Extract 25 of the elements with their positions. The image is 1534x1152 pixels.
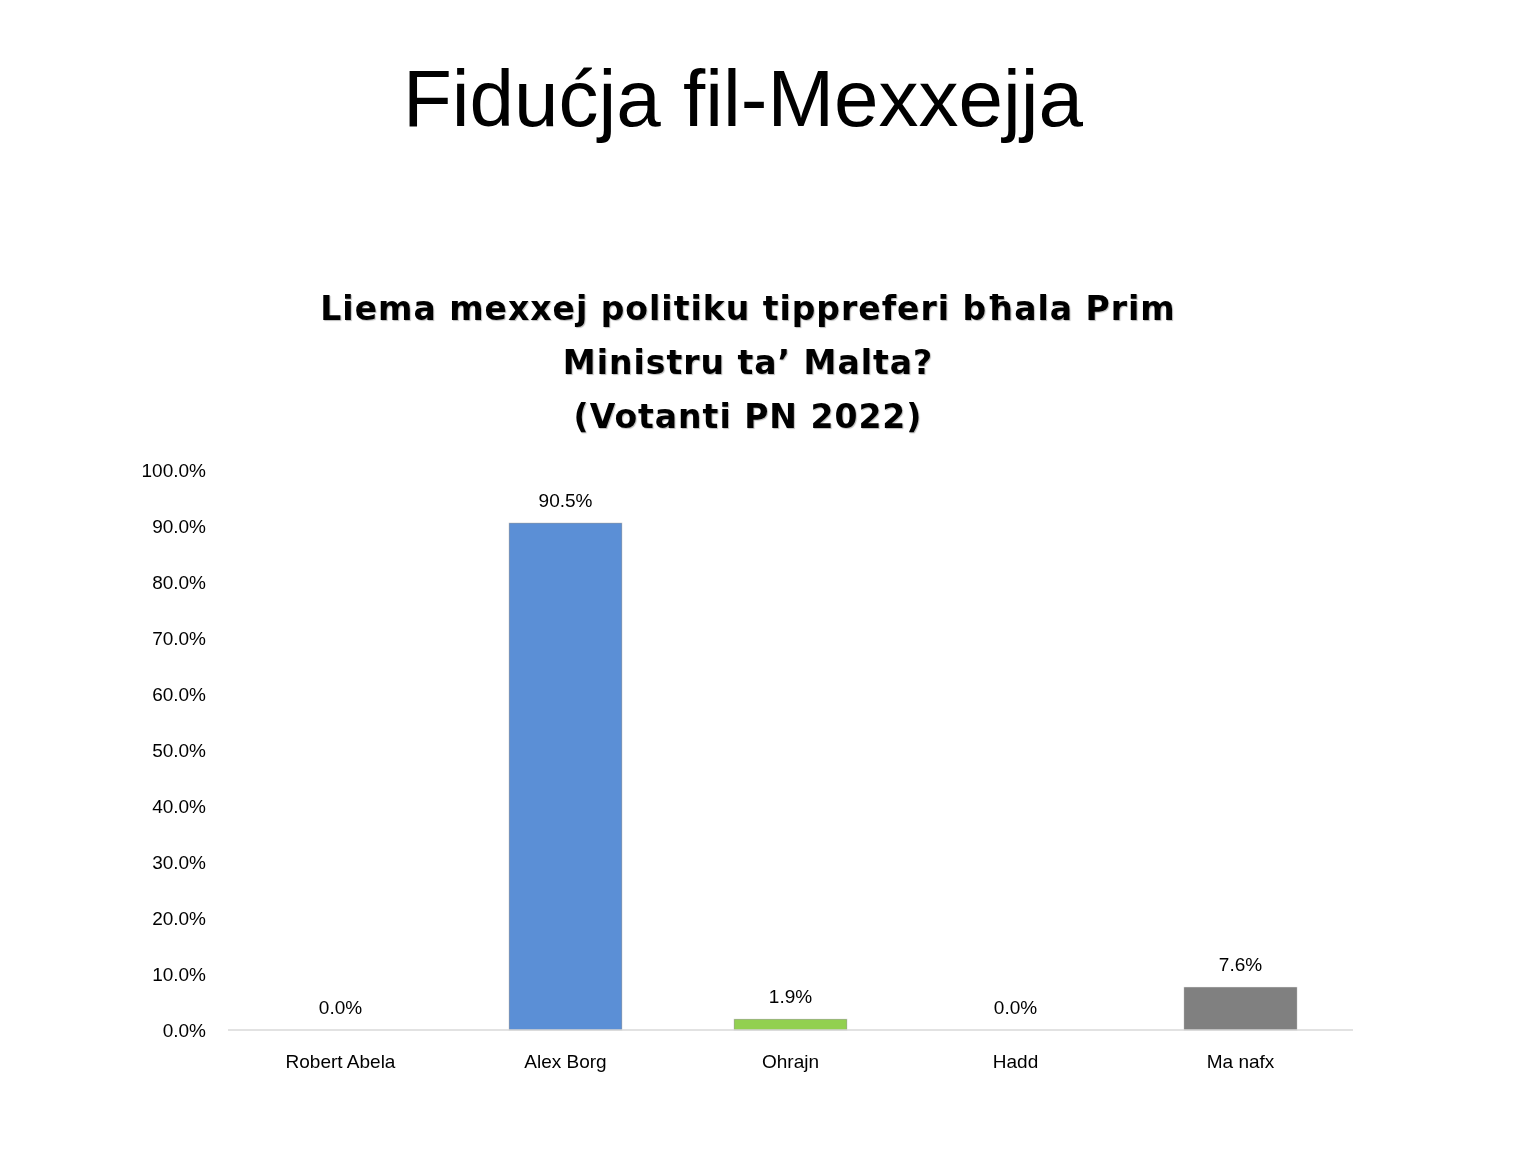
x-tick-label: Hadd [992, 1051, 1039, 1072]
x-tick-label: Ohrajn [761, 1051, 820, 1072]
y-tick-label: 40.0% [152, 795, 207, 817]
data-label: 1.9% [768, 986, 813, 1008]
x-tick-label: Robert Abela [285, 1051, 396, 1072]
y-tick-label: 90.0% [152, 515, 207, 537]
chart-title: Fidućja fil-Mexxejja [402, 54, 1084, 143]
data-label: 90.5% [538, 490, 593, 512]
y-tick-label: 60.0% [152, 683, 207, 705]
y-tick-label: 50.0% [152, 739, 207, 761]
y-tick-label: 0.0% [162, 1019, 207, 1041]
data-label: 0.0% [993, 997, 1038, 1018]
y-tick-label: 100.0% [141, 459, 207, 481]
y-tick-label: 10.0% [152, 963, 207, 985]
y-tick-label: 30.0% [152, 851, 207, 873]
y-tick-label: 20.0% [152, 907, 207, 929]
y-tick-label: 80.0% [152, 571, 207, 593]
bar [508, 522, 623, 1031]
chart-subtitle: Liema mexxej politiku tippreferi bħala Prim Ministru ta’ Malta? (Votanti PN 2022) [320, 289, 1176, 436]
x-tick-label: Alex Borg [524, 1051, 607, 1072]
data-label: 0.0% [318, 997, 363, 1018]
bar [1183, 986, 1298, 1031]
x-tick-label: Ma nafx [1206, 1051, 1275, 1072]
y-tick-label: 70.0% [152, 627, 207, 649]
data-label: 7.6% [1218, 954, 1263, 976]
